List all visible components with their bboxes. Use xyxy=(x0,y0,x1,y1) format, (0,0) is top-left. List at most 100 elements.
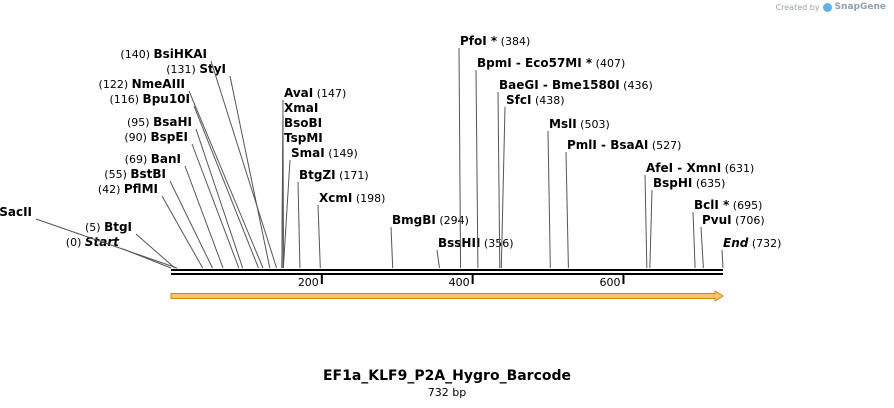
site-connector xyxy=(565,151,569,269)
site-label: XcmI (198) xyxy=(319,191,385,205)
site-name: SmaI xyxy=(291,146,325,160)
site-smai: SmaI (149) xyxy=(282,146,358,269)
site-label: End (732) xyxy=(723,236,781,250)
site-connector xyxy=(193,105,259,269)
site-label: MslI (503) xyxy=(549,117,610,131)
site-bpu10i: (116) Bpu10I xyxy=(109,92,259,269)
site-name: BmgBI xyxy=(392,213,436,227)
site-position: (122) xyxy=(99,78,132,91)
site-label: (69) BanI xyxy=(125,152,181,166)
site-pvui: PvuI (706) xyxy=(700,213,765,269)
site-name: AvaI xyxy=(284,86,313,100)
site-position: (407) xyxy=(592,57,625,70)
site-position: (149) xyxy=(325,147,358,160)
site-noti: (8) NotI - EagI - SacII xyxy=(0,205,178,269)
site-label: BssHII (356) xyxy=(438,236,513,250)
site-position: (384) xyxy=(497,35,530,48)
site-bstbi: (55) BstBI xyxy=(104,167,213,269)
site-name: MslI xyxy=(549,117,577,131)
site-position: (0) xyxy=(66,236,85,249)
site-position: (198) xyxy=(352,192,385,205)
site-xcmi: XcmI (198) xyxy=(317,191,385,269)
axis-tick-label: 600 xyxy=(599,276,620,289)
site-name: End xyxy=(723,236,749,250)
site-pmli: PmlI - BsaAI (527) xyxy=(565,138,681,269)
site-label: SmaI (149) xyxy=(291,146,358,160)
site-name: Bpu10I xyxy=(143,92,190,106)
site-connector xyxy=(297,181,301,269)
site-name: BpmI - Eco57MI * xyxy=(477,56,593,70)
site-name: BstBI xyxy=(130,167,166,181)
site-connector xyxy=(644,174,648,269)
map-length: 732 bp xyxy=(427,386,467,399)
site-name: NmeAIII xyxy=(132,77,185,91)
site-label: PvuI (706) xyxy=(702,213,765,227)
site-label: PfoI * (384) xyxy=(460,34,530,48)
site-label: (122) NmeAIII xyxy=(99,77,185,91)
site-sfci: SfcI (438) xyxy=(500,93,565,269)
site-bani: (69) BanI xyxy=(125,152,224,269)
site-btgzi: BtgZI (171) xyxy=(297,168,369,269)
site-baegi: BaeGI - Bme1580I (436) xyxy=(497,78,653,269)
site-label: SfcI (438) xyxy=(506,93,565,107)
credit-text: Created by xyxy=(775,2,820,12)
site-styi: (131) StyI xyxy=(166,62,271,269)
site-bpmi: BpmI - Eco57MI * (407) xyxy=(475,56,625,269)
site-position: (438) xyxy=(531,94,564,107)
site-position: (171) xyxy=(336,169,369,182)
site-position: (356) xyxy=(480,237,513,250)
site-connector xyxy=(188,90,264,269)
site-connector xyxy=(210,60,278,269)
site-position: (95) xyxy=(127,116,153,129)
site-name: PfoI * xyxy=(460,34,498,48)
site-connector xyxy=(317,204,321,269)
feature-arrow xyxy=(170,290,724,302)
site-position: (116) xyxy=(109,93,142,106)
site-msli: MslI (503) xyxy=(547,117,610,269)
site-connector xyxy=(649,189,653,269)
site-label: (8) NotI - EagI - SacII xyxy=(0,205,32,219)
site-label: BclI * (695) xyxy=(694,198,762,212)
site-connector xyxy=(390,226,394,269)
site-connector xyxy=(135,233,176,269)
site-name: BspHI xyxy=(653,176,692,190)
site-name: XmaI xyxy=(284,101,318,115)
site-name: PmlI - BsaAI xyxy=(567,138,648,152)
site-name: StyI xyxy=(199,62,226,76)
site-name: SfcI xyxy=(506,93,531,107)
site-name: PvuI xyxy=(702,213,732,227)
site-label: BsoBI xyxy=(284,116,322,130)
site-label: BpmI - Eco57MI * (407) xyxy=(477,56,625,70)
site-pflmi: (42) PflMI xyxy=(98,182,204,269)
site-label: (90) BspEI xyxy=(124,130,188,144)
site-position: (695) xyxy=(729,199,762,212)
map-title: EF1a_KLF9_P2A_Hygro_Barcode xyxy=(322,368,572,384)
site-position: (631) xyxy=(721,162,754,175)
site-position: (5) xyxy=(85,221,104,234)
axis-tick-label: 200 xyxy=(298,276,319,289)
site-connector xyxy=(195,128,244,269)
site-btgi: (5) BtgI xyxy=(85,220,176,269)
site-name: PflMI xyxy=(124,182,158,196)
site-name: TspMI xyxy=(284,131,323,145)
site-connector xyxy=(458,47,462,269)
site-name: AfeI - XmnI xyxy=(646,161,721,175)
site-name: BsiHKAI xyxy=(154,47,208,61)
site-connector xyxy=(282,159,291,269)
site-connector xyxy=(161,195,204,269)
site-label: (42) PflMI xyxy=(98,182,158,196)
site-bsihkai: (140) BsiHKAI xyxy=(120,47,278,269)
site-name: BtgZI xyxy=(299,168,336,182)
site-name: XcmI xyxy=(319,191,352,205)
site-label: PmlI - BsaAI (527) xyxy=(567,138,681,152)
site-connector xyxy=(700,226,704,269)
site-connector xyxy=(475,69,479,269)
feature-body xyxy=(170,290,724,302)
site-name: BaeGI - Bme1580I xyxy=(499,78,620,92)
axis-tick-label: 400 xyxy=(449,276,470,289)
site-connector xyxy=(497,91,501,269)
site-name: NotI - EagI - SacII xyxy=(0,205,32,219)
snapgene-credit: Created by SnapGene xyxy=(776,2,886,12)
site-bspei: (90) BspEI xyxy=(124,130,240,269)
site-position: (503) xyxy=(577,118,610,131)
